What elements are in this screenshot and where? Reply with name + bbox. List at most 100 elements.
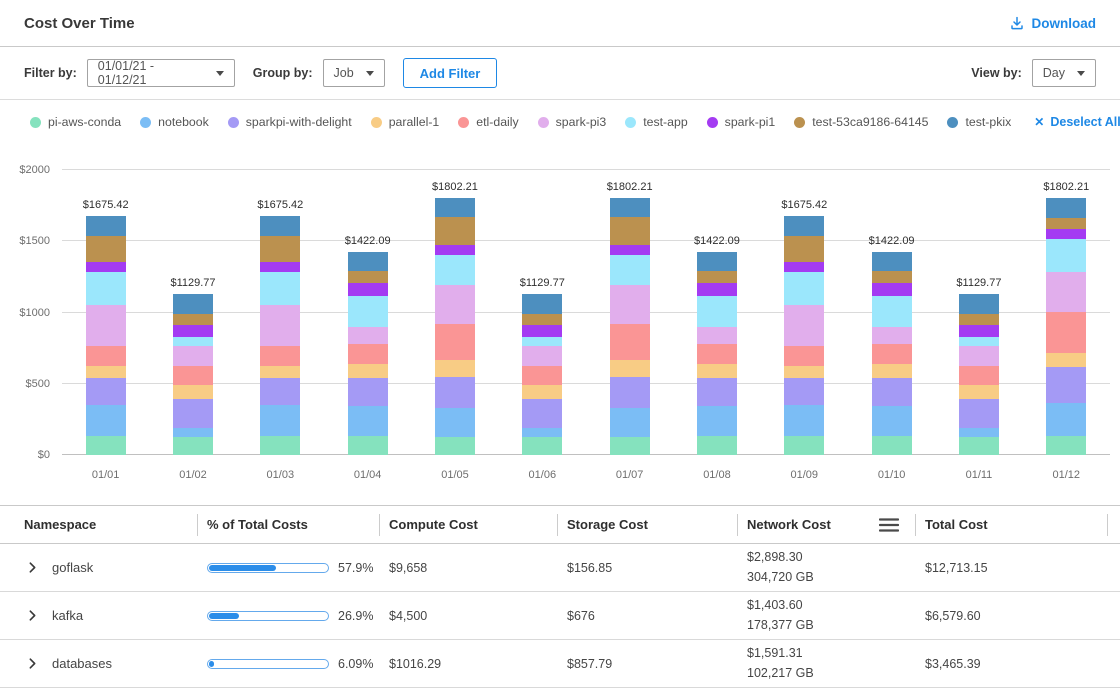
bar-segment-pi-aws-conda[interactable] <box>872 436 912 455</box>
bar-segment-test-app[interactable] <box>435 255 475 285</box>
legend-item-test-pkix[interactable]: test-pkix <box>947 115 1011 129</box>
bar-segment-spark-pi1[interactable] <box>1046 229 1086 240</box>
hamburger-icon[interactable] <box>879 517 899 533</box>
bar-segment-spark-pi1[interactable] <box>348 283 388 296</box>
bar-segment-pi-aws-conda[interactable] <box>260 436 300 455</box>
bar-segment-pi-aws-conda[interactable] <box>522 437 562 455</box>
legend-item-spark-pi3[interactable]: spark-pi3 <box>538 115 607 129</box>
view-by-select[interactable]: Day <box>1032 59 1096 87</box>
stacked-bar[interactable] <box>697 252 737 455</box>
bar-segment-test-53ca9186-64145[interactable] <box>260 236 300 262</box>
bar-segment-etl-daily[interactable] <box>86 346 126 366</box>
bar-segment-etl-daily[interactable] <box>610 324 650 360</box>
bar-segment-spark-pi3[interactable] <box>784 305 824 346</box>
bar-segment-test-app[interactable] <box>784 272 824 305</box>
bar-segment-spark-pi3[interactable] <box>697 327 737 344</box>
bar-segment-spark-pi1[interactable] <box>522 325 562 338</box>
bar-segment-test-53ca9186-64145[interactable] <box>697 271 737 283</box>
bar-segment-parallel-1[interactable] <box>697 364 737 378</box>
bar-segment-spark-pi3[interactable] <box>348 327 388 344</box>
bar-segment-sparkpi-with-delight[interactable] <box>173 399 213 428</box>
bar-segment-spark-pi1[interactable] <box>697 283 737 296</box>
bar-segment-test-pkix[interactable] <box>348 252 388 271</box>
bar-segment-etl-daily[interactable] <box>260 346 300 366</box>
bar-segment-test-pkix[interactable] <box>784 216 824 236</box>
bar-segment-spark-pi3[interactable] <box>173 346 213 366</box>
bar-segment-sparkpi-with-delight[interactable] <box>86 378 126 406</box>
bar-segment-sparkpi-with-delight[interactable] <box>260 378 300 406</box>
bar-segment-test-pkix[interactable] <box>872 252 912 271</box>
bar-segment-test-53ca9186-64145[interactable] <box>784 236 824 262</box>
stacked-bar[interactable] <box>348 252 388 455</box>
bar-segment-sparkpi-with-delight[interactable] <box>348 378 388 407</box>
bar-segment-test-app[interactable] <box>522 337 562 346</box>
legend-item-notebook[interactable]: notebook <box>140 115 209 129</box>
bar-segment-test-53ca9186-64145[interactable] <box>86 236 126 262</box>
bar-segment-test-app[interactable] <box>1046 239 1086 271</box>
bar-segment-etl-daily[interactable] <box>522 366 562 386</box>
bar-segment-test-pkix[interactable] <box>86 216 126 236</box>
bar-segment-notebook[interactable] <box>86 405 126 436</box>
bar-segment-pi-aws-conda[interactable] <box>784 436 824 455</box>
bar-segment-notebook[interactable] <box>610 408 650 437</box>
bar-segment-spark-pi3[interactable] <box>435 285 475 323</box>
bar-segment-pi-aws-conda[interactable] <box>697 436 737 455</box>
legend-item-sparkpi-with-delight[interactable]: sparkpi-with-delight <box>228 115 352 129</box>
bar-segment-sparkpi-with-delight[interactable] <box>697 378 737 407</box>
bar-segment-spark-pi3[interactable] <box>1046 272 1086 312</box>
bar-segment-sparkpi-with-delight[interactable] <box>959 399 999 428</box>
deselect-all-button[interactable]: ✕ Deselect All <box>1034 115 1120 129</box>
stacked-bar[interactable] <box>784 216 824 455</box>
bar-segment-sparkpi-with-delight[interactable] <box>872 378 912 407</box>
bar-segment-spark-pi1[interactable] <box>784 262 824 272</box>
expand-row-button[interactable] <box>24 560 40 576</box>
stacked-bar[interactable] <box>1046 198 1086 455</box>
bar-segment-sparkpi-with-delight[interactable] <box>784 378 824 406</box>
bar-segment-test-53ca9186-64145[interactable] <box>959 314 999 325</box>
legend-item-parallel-1[interactable]: parallel-1 <box>371 115 440 129</box>
bar-segment-test-pkix[interactable] <box>610 198 650 216</box>
bar-segment-test-app[interactable] <box>872 296 912 327</box>
stacked-bar[interactable] <box>86 216 126 455</box>
download-button[interactable]: Download <box>1009 15 1097 31</box>
legend-item-test-app[interactable]: test-app <box>625 115 687 129</box>
bar-segment-spark-pi3[interactable] <box>86 305 126 346</box>
bar-segment-parallel-1[interactable] <box>86 366 126 377</box>
bar-segment-parallel-1[interactable] <box>784 366 824 377</box>
add-filter-button[interactable]: Add Filter <box>403 58 498 88</box>
bar-segment-notebook[interactable] <box>435 408 475 437</box>
stacked-bar[interactable] <box>260 216 300 455</box>
stacked-bar[interactable] <box>173 294 213 455</box>
stacked-bar[interactable] <box>872 252 912 455</box>
bar-segment-etl-daily[interactable] <box>784 346 824 366</box>
bar-segment-test-pkix[interactable] <box>173 294 213 314</box>
bar-segment-pi-aws-conda[interactable] <box>348 436 388 455</box>
bar-segment-parallel-1[interactable] <box>1046 353 1086 367</box>
bar-segment-etl-daily[interactable] <box>872 344 912 364</box>
bar-segment-spark-pi3[interactable] <box>522 346 562 366</box>
stacked-bar[interactable] <box>435 198 475 455</box>
date-range-select[interactable]: 01/01/21 - 01/12/21 <box>87 59 235 87</box>
bar-segment-test-pkix[interactable] <box>522 294 562 314</box>
bar-segment-sparkpi-with-delight[interactable] <box>435 377 475 408</box>
bar-segment-spark-pi3[interactable] <box>959 346 999 366</box>
bar-segment-spark-pi1[interactable] <box>872 283 912 296</box>
bar-segment-test-53ca9186-64145[interactable] <box>522 314 562 325</box>
bar-segment-pi-aws-conda[interactable] <box>435 437 475 455</box>
bar-segment-pi-aws-conda[interactable] <box>86 436 126 455</box>
bar-segment-test-53ca9186-64145[interactable] <box>872 271 912 283</box>
bar-segment-etl-daily[interactable] <box>697 344 737 364</box>
bar-segment-notebook[interactable] <box>1046 403 1086 435</box>
bar-segment-spark-pi3[interactable] <box>610 285 650 323</box>
bar-segment-pi-aws-conda[interactable] <box>173 437 213 455</box>
bar-segment-test-pkix[interactable] <box>697 252 737 271</box>
bar-segment-test-53ca9186-64145[interactable] <box>435 217 475 246</box>
bar-segment-spark-pi1[interactable] <box>260 262 300 272</box>
bar-segment-spark-pi1[interactable] <box>959 325 999 338</box>
bar-segment-parallel-1[interactable] <box>173 385 213 399</box>
stacked-bar[interactable] <box>959 294 999 455</box>
bar-segment-etl-daily[interactable] <box>348 344 388 364</box>
bar-segment-sparkpi-with-delight[interactable] <box>610 377 650 408</box>
bar-segment-test-pkix[interactable] <box>959 294 999 314</box>
bar-segment-notebook[interactable] <box>260 405 300 436</box>
